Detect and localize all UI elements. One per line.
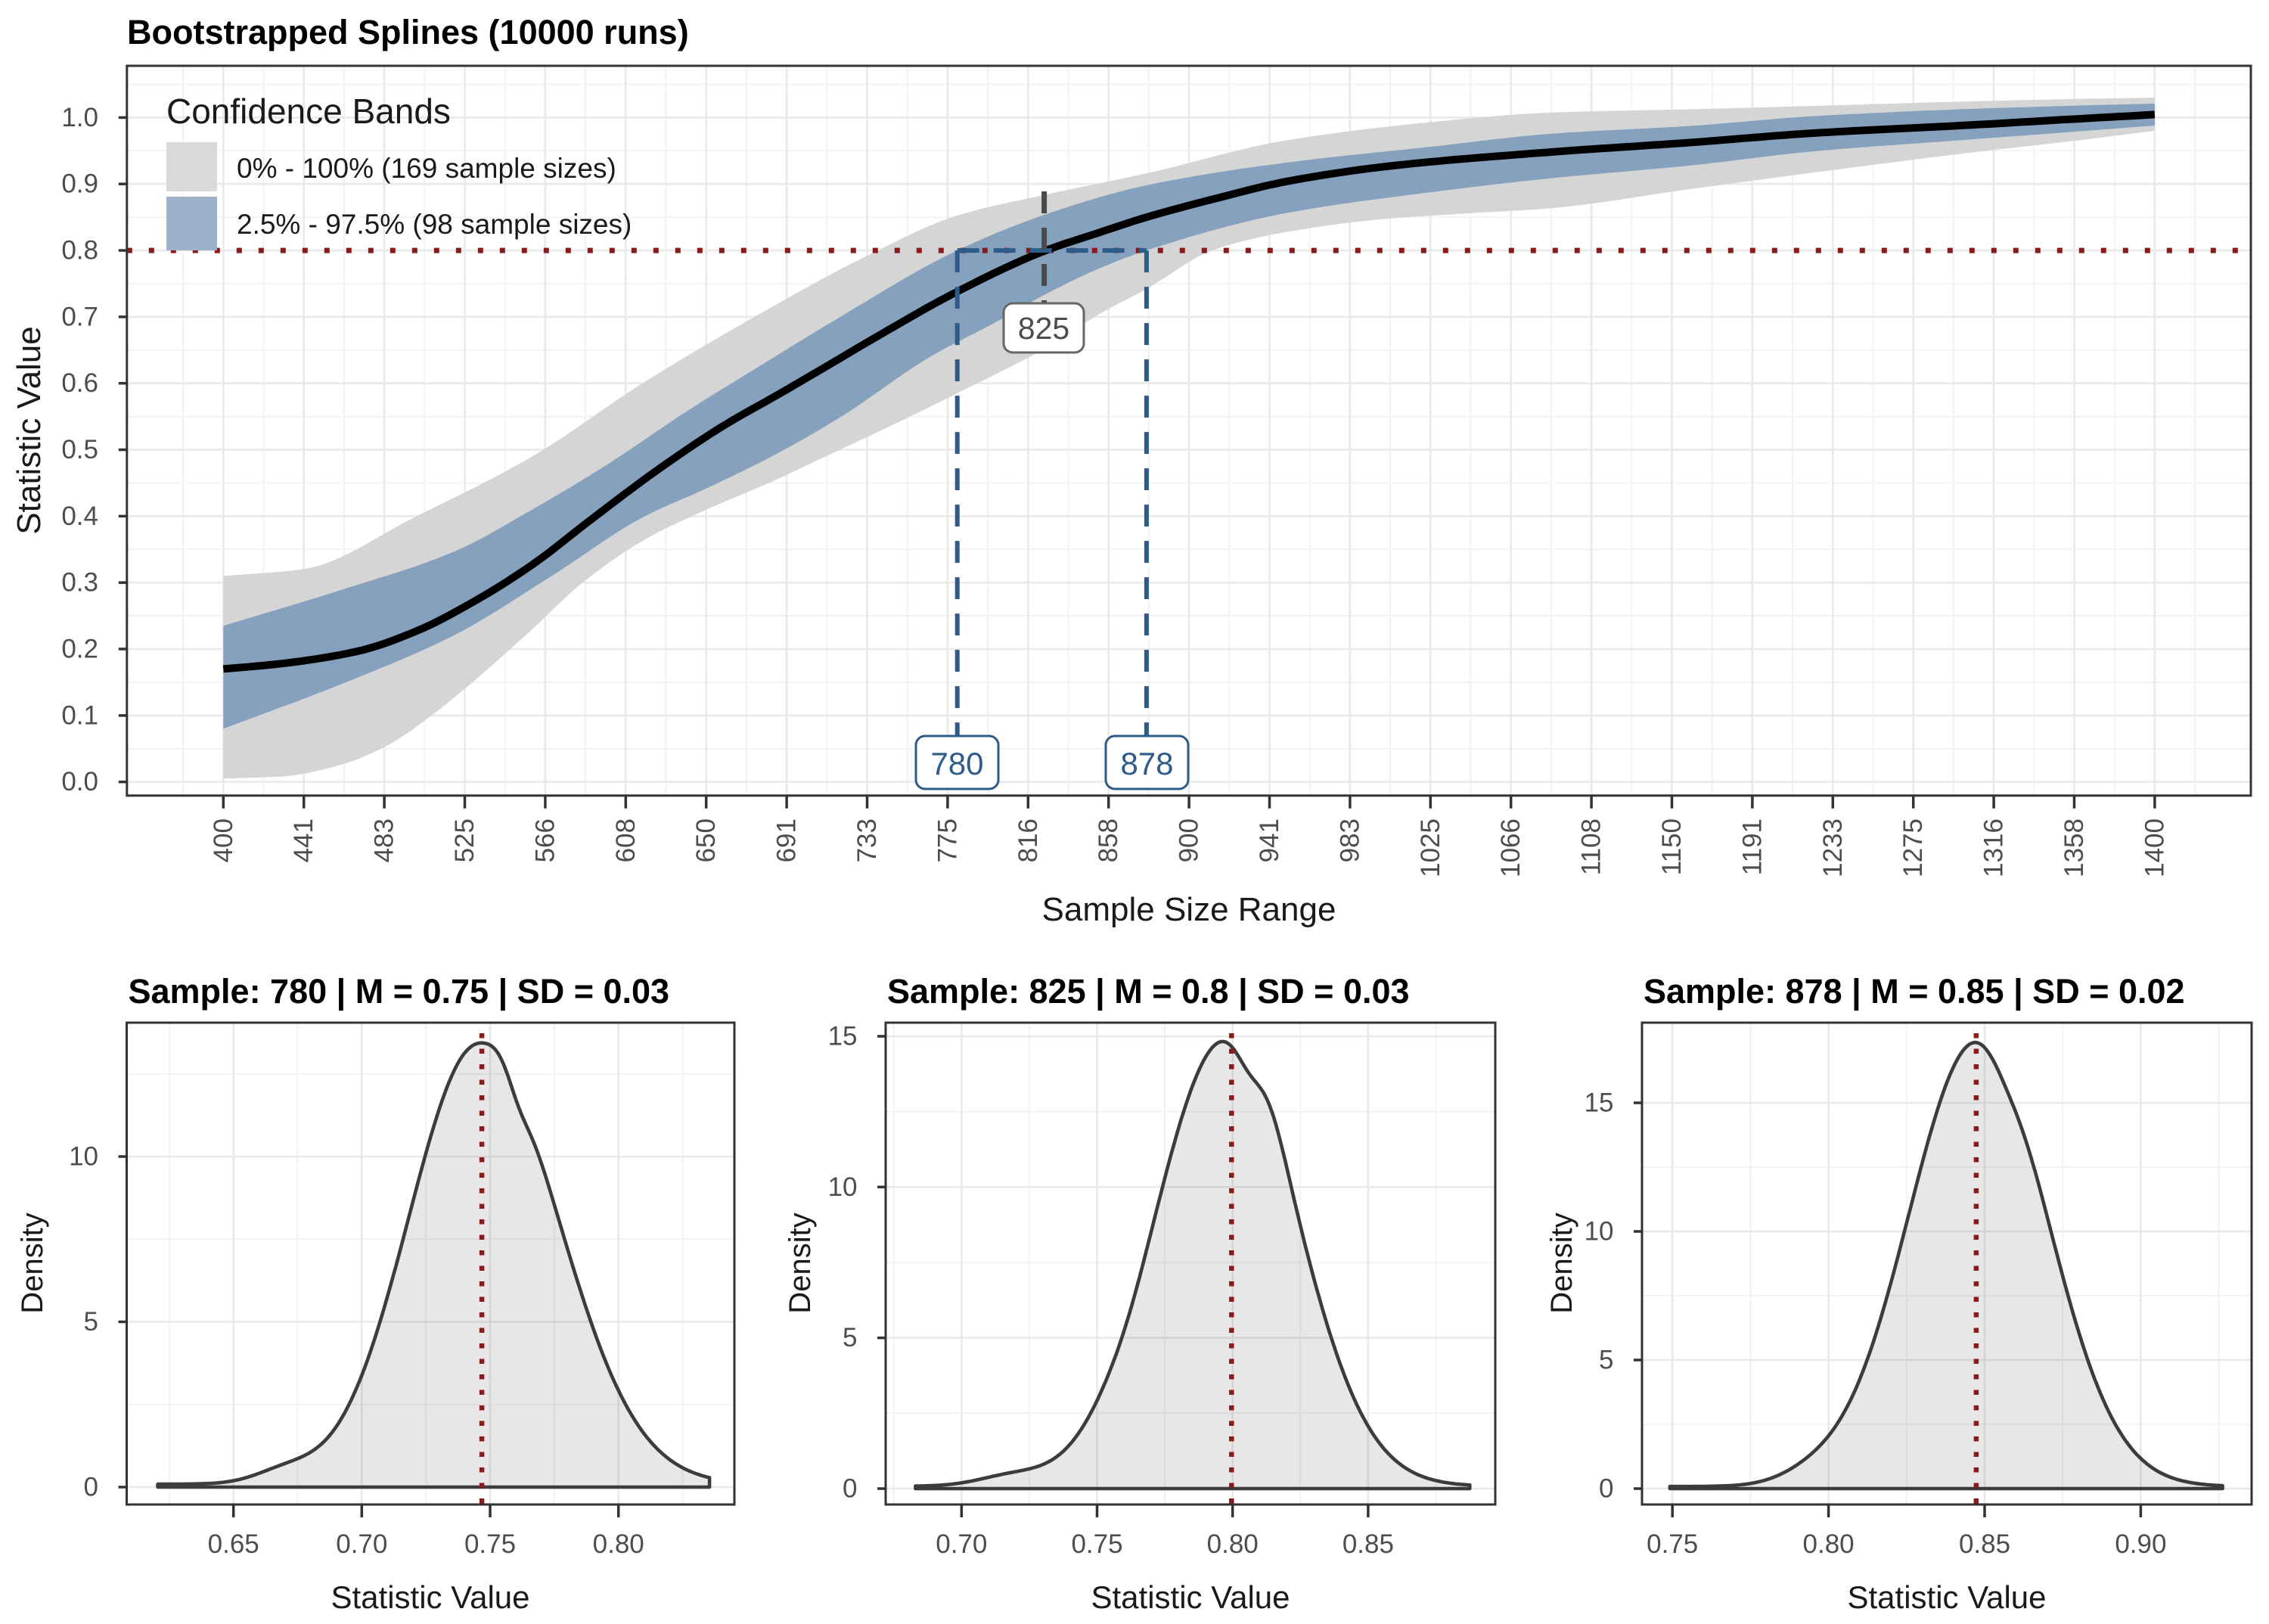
svg-text:0: 0: [84, 1473, 98, 1502]
svg-text:Sample Size Range: Sample Size Range: [1042, 891, 1336, 928]
svg-text:0.75: 0.75: [1647, 1529, 1698, 1559]
svg-text:983: 983: [1335, 818, 1364, 862]
svg-text:1316: 1316: [1979, 818, 2009, 877]
svg-text:775: 775: [933, 818, 962, 862]
svg-text:1400: 1400: [2140, 818, 2169, 877]
svg-text:825: 825: [1018, 311, 1069, 346]
svg-text:0.0: 0.0: [61, 767, 98, 796]
svg-text:0.85: 0.85: [1342, 1529, 1394, 1559]
svg-text:0.80: 0.80: [593, 1529, 644, 1559]
svg-text:0.2: 0.2: [61, 635, 98, 664]
svg-text:5: 5: [843, 1323, 857, 1352]
svg-text:0.8: 0.8: [61, 236, 98, 265]
svg-text:816: 816: [1013, 818, 1043, 862]
svg-text:Sample: 780 | M = 0.75 | SD =: Sample: 780 | M = 0.75 | SD = 0.03: [129, 972, 670, 1011]
svg-text:Statistic Value: Statistic Value: [11, 326, 48, 535]
svg-text:900: 900: [1175, 818, 1204, 862]
svg-text:Density: Density: [784, 1213, 817, 1313]
svg-text:0.75: 0.75: [1071, 1529, 1122, 1559]
svg-text:Sample: 878 | M = 0.85 | SD =: Sample: 878 | M = 0.85 | SD = 0.02: [1644, 972, 2185, 1011]
svg-text:0.85: 0.85: [1959, 1529, 2010, 1559]
svg-text:Sample: 825 | M = 0.8 | SD = 0: Sample: 825 | M = 0.8 | SD = 0.03: [887, 972, 1410, 1011]
svg-text:608: 608: [611, 818, 641, 862]
svg-text:10: 10: [69, 1142, 98, 1172]
svg-text:858: 858: [1094, 818, 1123, 862]
svg-text:10: 10: [828, 1172, 858, 1202]
svg-text:0.75: 0.75: [464, 1529, 516, 1559]
svg-text:1191: 1191: [1737, 818, 1767, 875]
svg-text:1108: 1108: [1577, 818, 1606, 875]
svg-text:0.65: 0.65: [208, 1529, 259, 1559]
svg-text:1066: 1066: [1496, 818, 1526, 877]
svg-text:5: 5: [84, 1307, 98, 1337]
svg-text:0.7: 0.7: [61, 302, 98, 331]
svg-text:10: 10: [1585, 1217, 1614, 1247]
svg-text:0.3: 0.3: [61, 568, 98, 598]
svg-text:0.5: 0.5: [61, 435, 98, 464]
svg-text:1275: 1275: [1898, 818, 1928, 877]
svg-text:Bootstrapped Splines (10000 ru: Bootstrapped Splines (10000 runs): [127, 13, 689, 51]
svg-text:Density: Density: [16, 1213, 49, 1313]
svg-text:400: 400: [209, 818, 238, 862]
svg-text:0.1: 0.1: [61, 700, 98, 730]
svg-text:0.70: 0.70: [336, 1529, 387, 1559]
svg-text:0.80: 0.80: [1803, 1529, 1855, 1559]
svg-text:441: 441: [289, 818, 318, 862]
svg-text:566: 566: [530, 818, 560, 862]
svg-text:878: 878: [1120, 746, 1173, 781]
svg-text:1233: 1233: [1818, 818, 1848, 877]
svg-text:Confidence Bands: Confidence Bands: [166, 92, 451, 131]
svg-text:Statistic Value: Statistic Value: [1847, 1579, 2046, 1615]
svg-text:Statistic Value: Statistic Value: [1091, 1579, 1290, 1615]
svg-text:780: 780: [930, 746, 983, 781]
svg-text:5: 5: [1599, 1346, 1613, 1375]
svg-text:0.70: 0.70: [936, 1529, 987, 1559]
svg-text:1025: 1025: [1416, 818, 1445, 877]
svg-text:525: 525: [450, 818, 480, 862]
svg-text:650: 650: [691, 818, 721, 862]
svg-text:733: 733: [852, 818, 882, 862]
svg-text:0.9: 0.9: [61, 169, 98, 199]
svg-text:Statistic Value: Statistic Value: [331, 1579, 529, 1615]
svg-text:1.0: 1.0: [61, 103, 98, 132]
svg-text:941: 941: [1255, 818, 1284, 862]
svg-text:15: 15: [1585, 1088, 1614, 1118]
svg-text:0: 0: [1599, 1474, 1613, 1504]
svg-text:2.5% - 97.5% (98 sample sizes): 2.5% - 97.5% (98 sample sizes): [237, 209, 632, 240]
svg-text:1358: 1358: [2059, 818, 2089, 877]
svg-text:0: 0: [843, 1474, 857, 1504]
svg-text:0.80: 0.80: [1207, 1529, 1259, 1559]
svg-text:0.90: 0.90: [2115, 1529, 2166, 1559]
svg-text:691: 691: [772, 818, 802, 862]
svg-text:0% - 100% (169 sample sizes): 0% - 100% (169 sample sizes): [237, 153, 616, 184]
svg-text:0.6: 0.6: [61, 368, 98, 398]
svg-text:1150: 1150: [1657, 818, 1687, 875]
svg-text:483: 483: [370, 818, 399, 862]
svg-text:15: 15: [828, 1022, 858, 1051]
svg-text:Density: Density: [1545, 1213, 1578, 1313]
svg-text:0.4: 0.4: [61, 501, 98, 531]
